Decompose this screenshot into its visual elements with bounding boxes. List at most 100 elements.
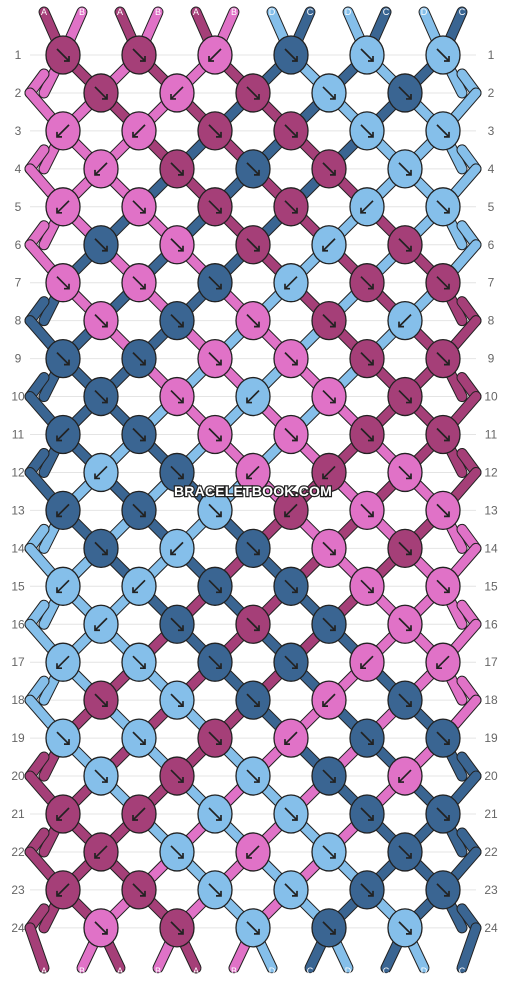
row-number-right: 23 [484,883,498,897]
arrowhead-icon [360,663,366,670]
arrow-icon [284,503,298,518]
arrow-icon [94,617,108,631]
arrowhead-icon [216,587,222,594]
arrowhead-icon [292,435,298,442]
arrow-icon [132,276,146,290]
knot [387,908,423,948]
arrow-icon [398,845,412,859]
arrowhead-icon [140,207,146,214]
row-number-right: 3 [488,124,495,138]
knot [311,604,347,644]
arrowhead-icon [102,777,108,783]
strand-label-bottom: A [41,966,47,976]
knot [45,718,81,758]
knot [349,111,385,151]
arrowhead-icon [368,739,374,745]
arrowhead-icon [56,131,62,138]
arrow-icon [360,655,374,669]
arrowhead-icon [178,928,184,935]
arrow-icon [94,693,108,707]
arrow-icon [246,389,260,404]
arrowhead-icon [102,928,108,935]
arrowhead-icon [368,56,374,62]
row-number-left: 3 [15,124,22,138]
arrow-icon [94,541,108,555]
arrow-icon [360,731,374,745]
arrowhead-icon [292,890,298,897]
knot [311,908,347,948]
arrow-icon [246,238,260,252]
row-number-right: 13 [484,503,498,517]
row-number-left: 22 [11,845,25,859]
knot [45,490,81,531]
arrowhead-icon [140,283,146,290]
knot [159,225,195,265]
knot [425,414,461,455]
knot [273,490,309,531]
arrow-icon [170,465,184,480]
knot [311,528,347,568]
knot [235,528,271,568]
knot [159,528,195,568]
knot [235,832,271,872]
row-number-left: 14 [11,541,25,555]
knot [311,300,347,341]
arrowhead-icon [444,739,450,745]
arrow-icon [322,693,336,707]
row-number-left: 7 [15,276,22,290]
arrowhead-icon [178,397,184,404]
arrowhead-icon [444,131,450,138]
knot [349,870,385,910]
arrow-icon [322,921,336,935]
strand-label-top: C [459,7,466,17]
arrow-icon [170,238,184,252]
arrow-icon [208,427,222,442]
arrow-icon [360,124,374,138]
knot [387,528,423,568]
knot [45,111,81,151]
arrowhead-icon [64,56,70,62]
knot [273,111,309,151]
arrowhead-icon [406,852,412,859]
arrowhead-icon [292,56,298,62]
arrowhead-icon [178,625,184,632]
arrow-icon [208,503,222,518]
arrow-icon [56,124,70,138]
arrow-icon [360,276,374,290]
arrowhead-icon [284,739,290,745]
row-number-left: 12 [11,465,25,479]
knot [311,452,347,493]
knot [83,452,119,493]
knot-grid [45,35,461,948]
arrow-icon [94,921,108,935]
arrowhead-icon [178,169,184,176]
arrowhead-icon [132,131,138,138]
arrow-icon [132,883,146,897]
knot [45,414,81,455]
arrowhead-icon [254,777,260,783]
arrowhead-icon [64,739,70,745]
arrow-icon [170,769,184,783]
knot [349,566,385,606]
knot [83,528,119,568]
arrowhead-icon [254,93,260,100]
knot [273,566,309,606]
arrow-icon [56,427,70,442]
arrowhead-icon [398,777,404,783]
arrowhead-icon [246,473,252,480]
row-number-right: 5 [488,200,495,214]
arrow-icon [94,389,108,404]
arrow-icon [56,731,70,745]
knot [425,794,461,834]
knot [387,149,423,189]
arrowhead-icon [368,587,374,594]
arrow-icon [208,731,222,745]
arrowhead-icon [292,663,298,670]
arrow-icon [208,48,222,62]
knot [235,73,271,113]
row-number-left: 4 [15,162,22,176]
row-number-left: 15 [11,579,25,593]
strand-label-top: D [269,7,276,17]
knot [121,718,157,758]
